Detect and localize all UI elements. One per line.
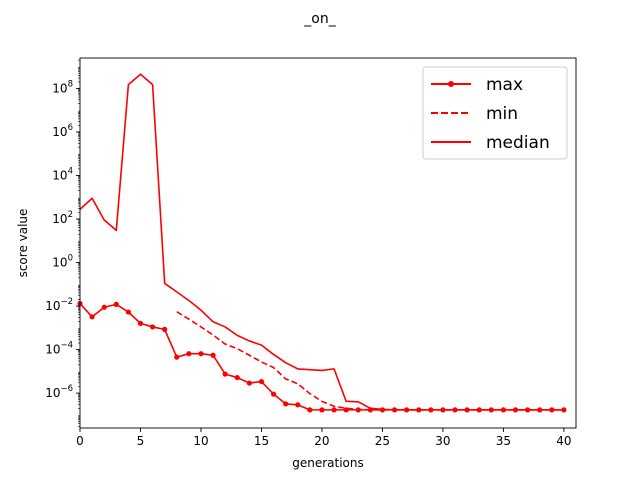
data-point-max <box>137 320 144 326</box>
y-axis: 10−6 10−4 10−2 100 102 104 106 108 <box>45 59 80 427</box>
chart-title: _on_ <box>303 11 336 27</box>
data-point-max <box>174 354 180 360</box>
x-tick-label: 5 <box>137 434 145 448</box>
x-axis-label: generations <box>292 456 364 470</box>
data-point-max <box>113 301 119 307</box>
y-tick-label: 102 <box>52 210 73 226</box>
data-point-max <box>149 324 156 330</box>
data-point-max <box>89 314 95 320</box>
series-line-median <box>79 73 564 411</box>
x-axis: 0 5 10 15 20 25 30 35 40 <box>76 428 572 448</box>
y-tick-label: 106 <box>52 123 73 139</box>
y-tick-label: 10−4 <box>45 341 73 357</box>
data-point-max <box>283 401 289 407</box>
x-tick-label: 0 <box>76 434 84 448</box>
data-point-max <box>162 326 168 332</box>
data-point-max <box>331 407 337 413</box>
data-point-max <box>295 402 301 408</box>
data-point-max <box>270 391 277 397</box>
x-tick-label: 25 <box>375 434 390 448</box>
data-point-max <box>307 407 313 413</box>
data-point-max <box>222 371 228 377</box>
series-line-min <box>176 311 564 411</box>
data-point-max <box>246 380 252 386</box>
x-tick-label: 40 <box>556 434 571 448</box>
x-tick-label: 20 <box>314 434 329 448</box>
y-tick-label: 100 <box>52 254 73 270</box>
x-tick-label: 35 <box>496 434 511 448</box>
x-tick-label: 30 <box>435 434 450 448</box>
data-point-max <box>561 407 567 413</box>
y-tick-label: 10−6 <box>45 384 73 400</box>
data-point-max <box>319 407 325 413</box>
legend-label-min: min <box>486 104 518 124</box>
legend-box <box>422 66 568 160</box>
x-tick-label: 10 <box>193 434 208 448</box>
legend-label-median: median <box>486 133 550 153</box>
data-point-max <box>210 352 216 358</box>
data-point-max <box>125 309 131 315</box>
y-tick-label: 108 <box>52 79 73 95</box>
y-tick-label: 10−2 <box>45 297 73 313</box>
data-point-max <box>198 351 204 357</box>
data-point-max <box>186 351 192 357</box>
data-point-max <box>101 304 107 310</box>
legend: max min median <box>422 66 568 160</box>
y-axis-label: score value <box>16 209 30 278</box>
series-line-max <box>79 303 564 411</box>
data-point-max <box>258 378 265 385</box>
data-point-max <box>234 374 240 381</box>
y-tick-label: 104 <box>52 166 73 182</box>
series-layer <box>77 73 567 413</box>
legend-marker-max <box>448 81 454 87</box>
x-tick-label: 15 <box>254 434 269 448</box>
legend-label-max: max <box>486 75 523 95</box>
